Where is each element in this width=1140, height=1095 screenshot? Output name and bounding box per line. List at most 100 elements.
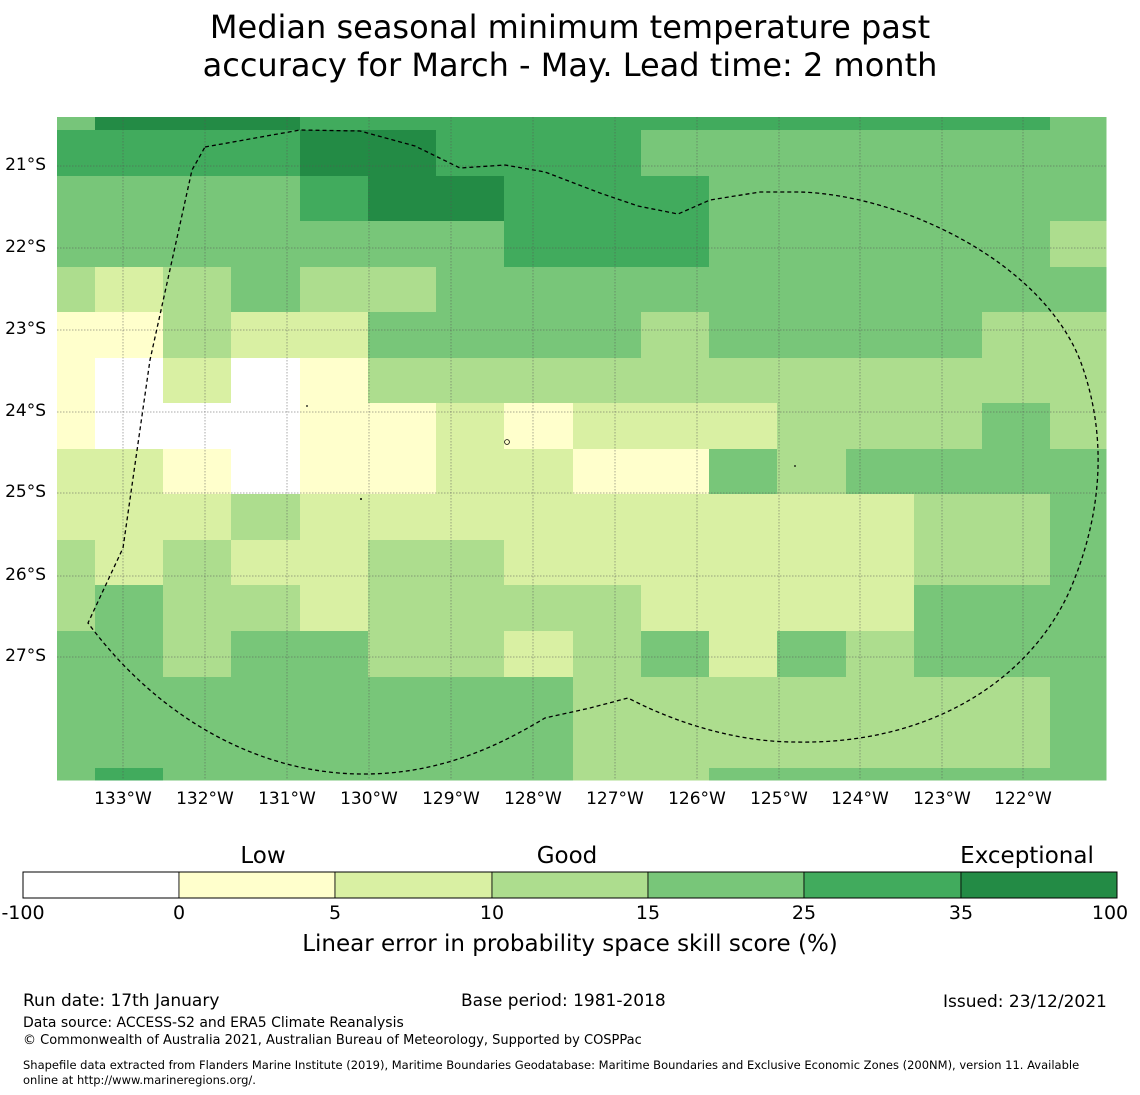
map-cell bbox=[846, 494, 915, 541]
map-cell bbox=[573, 494, 642, 541]
latitude-label: 27°S bbox=[5, 646, 46, 666]
longitude-label: 127°W bbox=[586, 789, 644, 809]
colorbar-tick-label: 15 bbox=[635, 902, 661, 924]
map-cell bbox=[914, 358, 983, 404]
map-cell bbox=[641, 540, 710, 586]
map-cell bbox=[504, 677, 574, 723]
map-cell bbox=[641, 130, 710, 177]
map-cell bbox=[777, 221, 847, 268]
map-cell bbox=[231, 221, 301, 268]
map-cell bbox=[914, 221, 983, 268]
map-cell bbox=[163, 117, 232, 131]
map-cell bbox=[163, 768, 232, 781]
map-cell bbox=[368, 267, 437, 313]
map-cell bbox=[914, 768, 983, 781]
map-cell bbox=[709, 403, 778, 450]
map-cell bbox=[1050, 540, 1107, 586]
map-cell bbox=[846, 312, 915, 359]
map-cell bbox=[709, 494, 778, 541]
map-cell bbox=[57, 677, 96, 723]
map-cell bbox=[163, 358, 232, 404]
map-cell bbox=[914, 494, 983, 541]
island-markers bbox=[306, 405, 796, 500]
map-cell bbox=[982, 117, 1051, 131]
longitude-label: 126°W bbox=[668, 789, 726, 809]
map-cell bbox=[982, 631, 1051, 678]
map-cell bbox=[914, 130, 983, 177]
map-cell bbox=[504, 403, 574, 450]
map-cell bbox=[436, 768, 505, 781]
map-cell bbox=[300, 312, 369, 359]
map-cell bbox=[982, 312, 1051, 359]
map-cell bbox=[300, 221, 369, 268]
latitude-label: 25°S bbox=[5, 482, 46, 502]
map-cell bbox=[368, 130, 437, 177]
map-cell bbox=[436, 403, 505, 450]
map-cell bbox=[777, 312, 847, 359]
colorbar-segment bbox=[178, 871, 336, 899]
map-cell bbox=[1050, 403, 1107, 450]
map-cell bbox=[777, 358, 847, 404]
map-cell bbox=[982, 358, 1051, 404]
map-cell bbox=[982, 722, 1051, 769]
map-cell bbox=[709, 358, 778, 404]
map-cell bbox=[436, 585, 505, 632]
map-cell bbox=[231, 267, 301, 313]
map-cell bbox=[914, 631, 983, 678]
colorbar-segment bbox=[334, 871, 493, 899]
map-cell bbox=[504, 312, 574, 359]
map-cell bbox=[777, 677, 847, 723]
map-cell bbox=[709, 631, 778, 678]
map-cell bbox=[846, 722, 915, 769]
map-cell bbox=[57, 585, 96, 632]
map-cell bbox=[300, 540, 369, 586]
map-cell bbox=[300, 403, 369, 450]
map-cell bbox=[57, 358, 96, 404]
map-cell bbox=[95, 358, 164, 404]
category-low: Low bbox=[240, 843, 286, 869]
map-cell bbox=[231, 585, 301, 632]
map-cell bbox=[709, 130, 778, 177]
map-cell bbox=[573, 722, 642, 769]
map-cell bbox=[504, 768, 574, 781]
longitude-label: 133°W bbox=[94, 789, 152, 809]
shapefile-credit-line-1: Shapefile data extracted from Flanders M… bbox=[23, 1058, 1080, 1072]
map-cell bbox=[1050, 267, 1107, 313]
map-cell bbox=[1050, 176, 1107, 222]
longitude-label: 125°W bbox=[750, 789, 808, 809]
map-cell bbox=[846, 631, 915, 678]
map-cell bbox=[57, 267, 96, 313]
map-cell bbox=[57, 221, 96, 268]
colorbar-segment bbox=[960, 871, 1118, 899]
map-cell bbox=[300, 585, 369, 632]
map-cell bbox=[163, 130, 232, 177]
chart-title-line-1: Median seasonal minimum temperature past bbox=[209, 8, 931, 46]
map-cell bbox=[777, 403, 847, 450]
skill-score-map bbox=[57, 117, 1107, 781]
island-marker bbox=[794, 465, 796, 467]
map-cell bbox=[914, 449, 983, 495]
map-cell bbox=[436, 221, 505, 268]
map-cell bbox=[641, 449, 710, 495]
map-cell bbox=[982, 494, 1051, 541]
map-cell bbox=[1050, 449, 1107, 495]
map-cell bbox=[777, 722, 847, 769]
map-cell bbox=[436, 176, 505, 222]
map-cell bbox=[1050, 130, 1107, 177]
map-cell bbox=[368, 176, 437, 222]
island-marker bbox=[504, 439, 510, 445]
map-cell bbox=[846, 117, 915, 131]
map-cell bbox=[641, 358, 710, 404]
map-cell bbox=[504, 176, 574, 222]
map-gridlines bbox=[57, 117, 1106, 780]
map-cell bbox=[163, 403, 232, 450]
map-cell bbox=[57, 449, 96, 495]
map-cell bbox=[57, 403, 96, 450]
map-cell bbox=[95, 117, 164, 131]
map-cell bbox=[368, 312, 437, 359]
map-cell bbox=[300, 494, 369, 541]
colorbar-tick-label: 0 bbox=[172, 902, 186, 924]
map-cell bbox=[95, 130, 164, 177]
map-cell bbox=[300, 768, 369, 781]
map-cell bbox=[982, 176, 1051, 222]
